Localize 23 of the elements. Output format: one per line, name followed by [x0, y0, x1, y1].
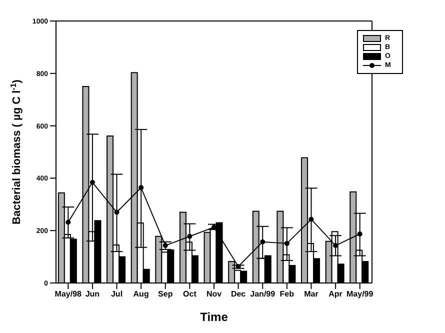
point [260, 239, 266, 244]
x-tick-label: Apr [328, 290, 342, 299]
x-tick-label: Jul [110, 290, 123, 299]
point [90, 180, 95, 185]
x-tick-label: Jun [85, 290, 100, 299]
x-axis-title: Time [200, 310, 228, 324]
point [66, 220, 71, 225]
x-tick-label: Sep [158, 290, 173, 299]
x-tick-label: Dec [230, 290, 246, 299]
x-tick-label: Oct [183, 290, 197, 299]
x-tick-label: Feb [280, 290, 294, 299]
point [187, 234, 192, 239]
x-tick-label: May/98 [54, 290, 82, 299]
x-tick-label: Jan/99 [250, 290, 276, 299]
point [308, 216, 314, 222]
point [357, 232, 362, 237]
x-tick-label: Nov [206, 290, 222, 299]
point [284, 240, 290, 246]
x-tick-label: Mar [304, 290, 318, 299]
point [114, 210, 120, 215]
x-tick-label: May/99 [346, 290, 374, 299]
x-tick-label: Aug [133, 290, 149, 299]
point [138, 185, 144, 190]
